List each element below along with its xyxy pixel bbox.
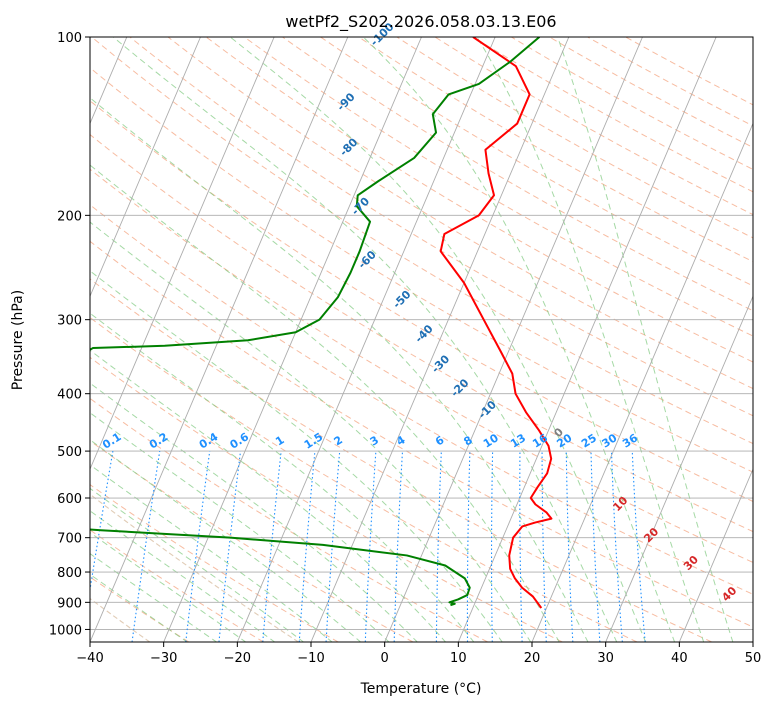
x-tick-label: 10 bbox=[450, 651, 467, 666]
plot-area-background bbox=[90, 37, 753, 642]
dry-adiabat-line bbox=[90, 133, 753, 533]
y-tick-label: 1000 bbox=[49, 623, 82, 638]
x-tick-label: −20 bbox=[224, 651, 251, 666]
moist-adiabat-line bbox=[362, 37, 676, 642]
isotherm-line bbox=[384, 37, 643, 642]
mixing-ratio-line bbox=[262, 451, 282, 642]
dewpoint-profile-line bbox=[90, 37, 541, 607]
moist-adiabat-line bbox=[90, 97, 589, 642]
dry-adiabat-line bbox=[205, 37, 753, 363]
y-tick-label: 200 bbox=[57, 209, 82, 224]
y-tick-label: 600 bbox=[57, 492, 82, 507]
plot-frame bbox=[89, 36, 754, 643]
x-tick-label: −30 bbox=[150, 651, 177, 666]
y-tick-label: 500 bbox=[57, 445, 82, 460]
y-tick-label: 100 bbox=[57, 31, 82, 46]
reference-lines bbox=[90, 37, 753, 642]
chart-title: wetPf2_S202.2026.058.03.13.E06 bbox=[285, 12, 556, 32]
temperature-profile-line bbox=[439, 37, 553, 609]
moist-adiabat-line bbox=[90, 312, 475, 642]
y-tick-label: 800 bbox=[57, 566, 82, 581]
moist-adiabat-line bbox=[90, 270, 503, 642]
moist-adiabat-line bbox=[90, 412, 390, 642]
isotherm-line bbox=[457, 37, 717, 642]
isotherm-line bbox=[90, 37, 201, 298]
dry-adiabat-line bbox=[90, 440, 414, 642]
dry-adiabat-line bbox=[129, 37, 753, 417]
moist-adiabat-line bbox=[90, 221, 532, 642]
y-tick-label: 300 bbox=[57, 314, 82, 329]
moist-adiabat-line bbox=[90, 487, 305, 642]
isotherm-line bbox=[90, 37, 275, 471]
dry-adiabat-line bbox=[90, 240, 753, 628]
isotherm-line bbox=[678, 467, 753, 642]
isotherm-line bbox=[605, 295, 753, 642]
dry-adiabat-line bbox=[244, 37, 753, 337]
isotherm-line bbox=[163, 37, 422, 642]
moist-adiabat-line bbox=[112, 37, 618, 642]
x-tick-label: 40 bbox=[671, 651, 688, 666]
x-axis-title: Temperature (°C) bbox=[360, 681, 482, 697]
moist-adiabat-line bbox=[90, 510, 276, 642]
isotherm-line bbox=[90, 37, 349, 642]
dry-adiabat-line bbox=[90, 204, 753, 595]
moist-adiabat-line bbox=[90, 531, 247, 642]
dry-adiabat-line bbox=[91, 37, 753, 445]
y-tick-label: 700 bbox=[57, 532, 82, 547]
y-axis-title: Pressure (hPa) bbox=[10, 290, 26, 390]
moist-adiabat-line bbox=[90, 382, 418, 642]
isotherm-line bbox=[531, 122, 753, 642]
moist-adiabat-line bbox=[90, 573, 189, 642]
moist-adiabat-line bbox=[90, 552, 218, 642]
moist-adiabat-line bbox=[90, 164, 560, 642]
moist-adiabat-line bbox=[476, 37, 705, 642]
mixing-ratio-line bbox=[90, 451, 114, 594]
moist-adiabat-line bbox=[557, 37, 734, 642]
x-tick-label: 30 bbox=[597, 651, 614, 666]
dry-adiabat-line bbox=[167, 37, 753, 390]
x-tick-label: 0 bbox=[381, 651, 389, 666]
isotherm-line bbox=[310, 37, 570, 642]
y-tick-label: 900 bbox=[57, 596, 82, 611]
sounding-series bbox=[90, 37, 553, 609]
theta-e-accent-line bbox=[90, 493, 299, 642]
x-tick-label: −40 bbox=[76, 651, 103, 666]
mixing-ratio-line bbox=[185, 451, 211, 642]
moist-adiabat-line bbox=[90, 349, 447, 642]
moist-adiabat-line bbox=[90, 464, 333, 642]
x-tick-label: 50 bbox=[745, 651, 762, 666]
y-tick-label: 400 bbox=[57, 388, 82, 403]
x-tick-label: 20 bbox=[524, 651, 541, 666]
moist-adiabat-line bbox=[229, 37, 647, 642]
x-tick-label: −10 bbox=[297, 651, 324, 666]
mixing-ratio-line bbox=[298, 451, 316, 642]
axes: −40 −30 −20 −10 0 10 20 30 40 50 100 200 300 400 500 60… bbox=[49, 31, 761, 666]
dry-adiabat-line bbox=[90, 168, 753, 564]
dry-adiabat-line bbox=[90, 356, 563, 642]
dry-adiabat-line bbox=[90, 484, 339, 642]
mixing-ratio-line bbox=[218, 451, 242, 642]
mixing-ratio-line bbox=[131, 451, 161, 642]
dry-adiabat-line bbox=[90, 316, 638, 642]
